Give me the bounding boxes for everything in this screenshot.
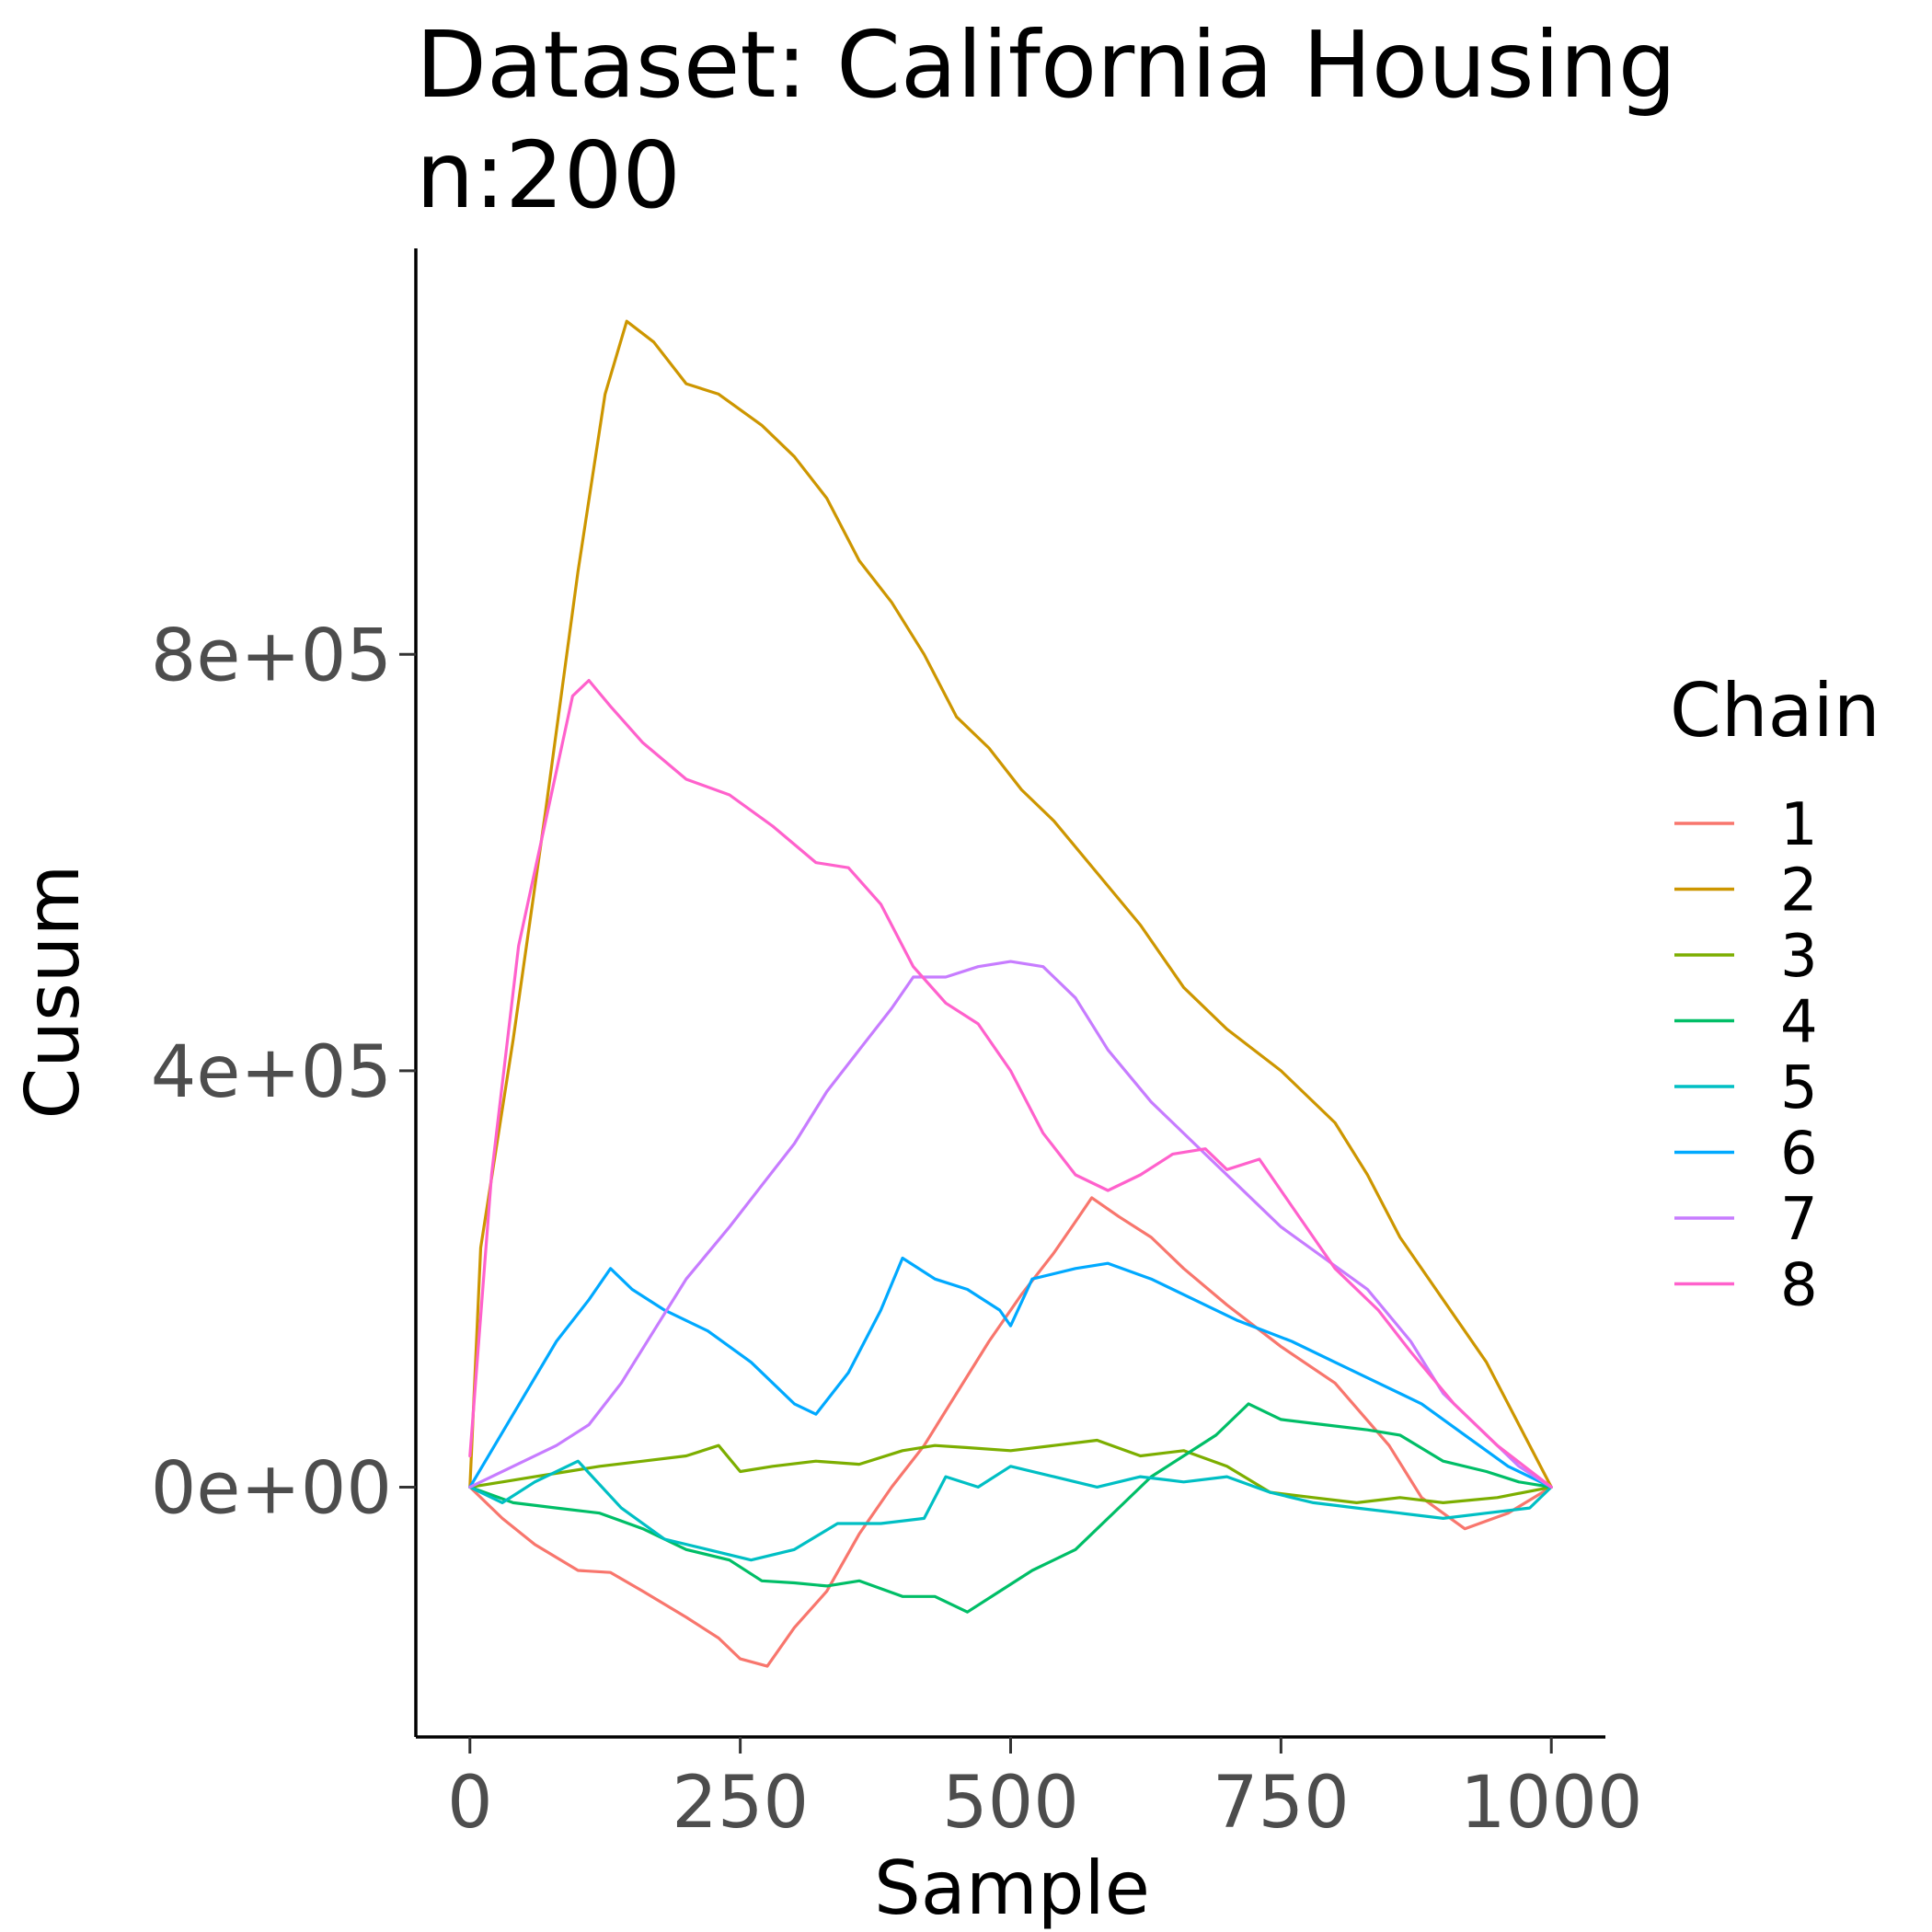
- legend-item-chain-7: 7: [1674, 1186, 1818, 1254]
- legend-item-chain-3: 3: [1674, 923, 1818, 991]
- legend-item-chain-2: 2: [1674, 857, 1818, 926]
- series-line-chain-5: [468, 1459, 1553, 1562]
- legend-label: 2: [1780, 857, 1818, 926]
- chart-subtitle: n:200: [416, 121, 681, 229]
- x-tick-label: 750: [1213, 1762, 1350, 1845]
- legend-label: 6: [1780, 1121, 1818, 1189]
- y-tick-label: 0e+00: [151, 1447, 392, 1530]
- legend-label: 7: [1780, 1186, 1818, 1254]
- y-tick-label: 8e+05: [151, 615, 392, 697]
- chart-title: Dataset: California Housing: [416, 11, 1676, 119]
- series-line-chain-1: [468, 1196, 1553, 1668]
- series-line-chain-6: [468, 1256, 1553, 1489]
- x-axis-title: Sample: [874, 1846, 1150, 1931]
- legend-label: 8: [1780, 1252, 1818, 1320]
- x-tick-label: 0: [447, 1762, 493, 1845]
- legend-label: 4: [1780, 989, 1818, 1057]
- x-axis-ticks: 0 250 500 750 1000: [447, 1737, 1643, 1845]
- series-line-chain-2: [468, 319, 1553, 1489]
- legend-item-chain-1: 1: [1674, 791, 1818, 859]
- series-line-chain-8: [468, 679, 1553, 1489]
- legend-item-chain-8: 8: [1674, 1252, 1818, 1320]
- legend-label: 1: [1780, 791, 1818, 859]
- legend-item-chain-5: 5: [1674, 1054, 1818, 1122]
- legend-label: 5: [1780, 1054, 1818, 1122]
- series-line-chain-3: [468, 1438, 1553, 1504]
- legend-label: 3: [1780, 923, 1818, 991]
- legend-title: Chain: [1670, 668, 1880, 753]
- y-axis-ticks: 0e+00 4e+05 8e+05: [151, 615, 416, 1530]
- x-tick-label: 1000: [1460, 1762, 1643, 1845]
- x-tick-label: 500: [942, 1762, 1079, 1845]
- x-tick-label: 250: [672, 1762, 809, 1845]
- y-tick-label: 4e+05: [151, 1031, 392, 1114]
- plot-lines: [468, 319, 1553, 1668]
- y-axis-title: Cusum: [10, 865, 96, 1120]
- legend-item-chain-6: 6: [1674, 1121, 1818, 1189]
- series-line-chain-7: [468, 960, 1553, 1489]
- legend-item-chain-4: 4: [1674, 989, 1818, 1057]
- series-line-chain-4: [468, 1402, 1553, 1614]
